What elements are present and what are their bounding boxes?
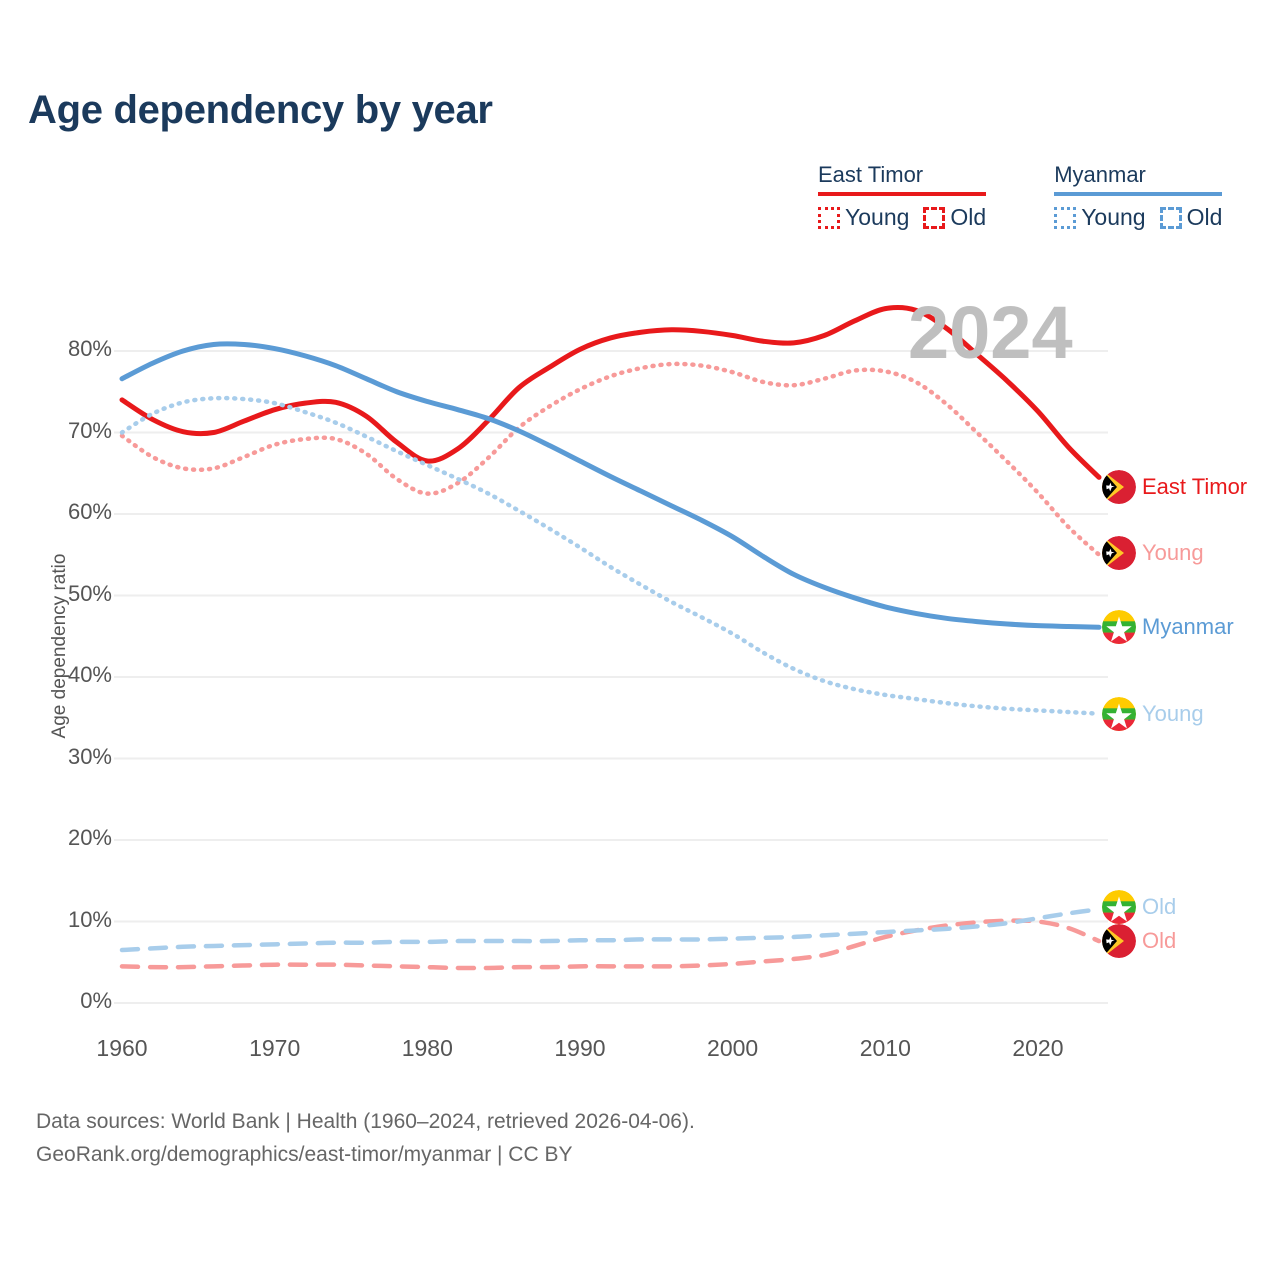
gridlines <box>114 350 1108 1004</box>
series-end-label[interactable]: East Timor <box>1102 470 1247 504</box>
dashed-swatch-icon <box>923 206 946 229</box>
legend-item-myanmar-old[interactable]: Old <box>1159 204 1223 231</box>
y-tick-label: 80% <box>67 336 112 361</box>
x-tick-label: 1970 <box>249 1035 301 1061</box>
y-tick-label: 10% <box>67 906 112 932</box>
series-end-label-text: East Timor <box>1142 474 1248 499</box>
x-tick-label: 1980 <box>401 1035 453 1061</box>
series-end-label-text: Old <box>1142 894 1177 919</box>
x-tick-label: 2010 <box>859 1035 911 1061</box>
chart-legend: East Timor Young Old Myanmar Young <box>818 162 1223 231</box>
footer-attribution: GeoRank.org/demographics/east-timor/myan… <box>36 1142 573 1166</box>
legend-label-young: Young <box>1081 204 1146 230</box>
east-timor-flag-icon <box>1102 924 1136 958</box>
legend-label-young: Young <box>845 204 910 230</box>
myanmar-flag-icon <box>1102 697 1136 731</box>
y-tick-label: 30% <box>67 743 112 769</box>
series-lines <box>119 304 1102 971</box>
series-end-label[interactable]: Old <box>1102 890 1176 924</box>
legend-label-old: Old <box>950 204 987 230</box>
legend-label-old: Old <box>1186 204 1223 230</box>
series-end-label[interactable]: Myanmar <box>1102 610 1234 644</box>
series-line <box>119 304 1102 480</box>
series-line <box>119 361 1102 557</box>
year-watermark: 2024 <box>908 291 1073 374</box>
footer: Data sources: World Bank | Health (1960–… <box>36 1106 695 1171</box>
series-line <box>119 907 1102 953</box>
legend-group-east-timor: East Timor Young Old <box>818 162 987 231</box>
x-tick-label: 2020 <box>1012 1035 1064 1061</box>
dashed-swatch-icon <box>1159 206 1182 229</box>
legend-item-east-timor-young[interactable]: Young <box>818 204 909 231</box>
legend-group-myanmar: Myanmar Young Old <box>1054 162 1223 231</box>
east-timor-flag-icon <box>1102 536 1136 570</box>
legend-rule-east-timor <box>818 192 987 196</box>
legend-country-east-timor[interactable]: East Timor <box>818 162 924 187</box>
y-tick-label: 0% <box>80 988 112 1013</box>
y-tick-label: 60% <box>67 499 112 524</box>
legend-rule-myanmar <box>1054 192 1223 196</box>
y-axis-title: Age dependency ratio <box>49 553 70 739</box>
series-line <box>119 341 1102 630</box>
east-timor-flag-icon <box>1102 470 1136 504</box>
y-tick-label: 40% <box>67 662 112 687</box>
x-tick-label: 1960 <box>96 1035 148 1061</box>
myanmar-flag-icon <box>1102 610 1136 644</box>
series-end-label-text: Young <box>1142 701 1204 726</box>
page-title: Age dependency by year <box>28 88 493 132</box>
legend-country-myanmar[interactable]: Myanmar <box>1054 162 1146 187</box>
y-tick-label: 20% <box>67 825 112 850</box>
series-end-label[interactable]: Old <box>1102 924 1176 958</box>
legend-item-east-timor-old[interactable]: Old <box>923 204 986 231</box>
myanmar-flag-icon <box>1102 890 1136 924</box>
series-end-label-text: Young <box>1142 540 1204 565</box>
dotted-swatch-icon <box>1054 206 1077 229</box>
series-end-label[interactable]: Young <box>1102 697 1204 731</box>
series-end-label-text: Old <box>1142 928 1177 953</box>
series-line <box>119 918 1102 971</box>
y-tick-label: 50% <box>67 580 112 606</box>
series-line <box>119 395 1102 716</box>
legend-item-myanmar-young[interactable]: Young <box>1054 204 1146 231</box>
x-tick-label: 2000 <box>707 1035 759 1061</box>
footer-data-sources: Data sources: World Bank | Health (1960–… <box>36 1110 695 1133</box>
x-tick-label: 1990 <box>554 1035 606 1061</box>
series-end-label-text: Myanmar <box>1142 614 1234 639</box>
y-tick-label: 70% <box>67 417 112 443</box>
series-end-label[interactable]: Young <box>1102 536 1204 570</box>
dotted-swatch-icon <box>818 206 840 229</box>
